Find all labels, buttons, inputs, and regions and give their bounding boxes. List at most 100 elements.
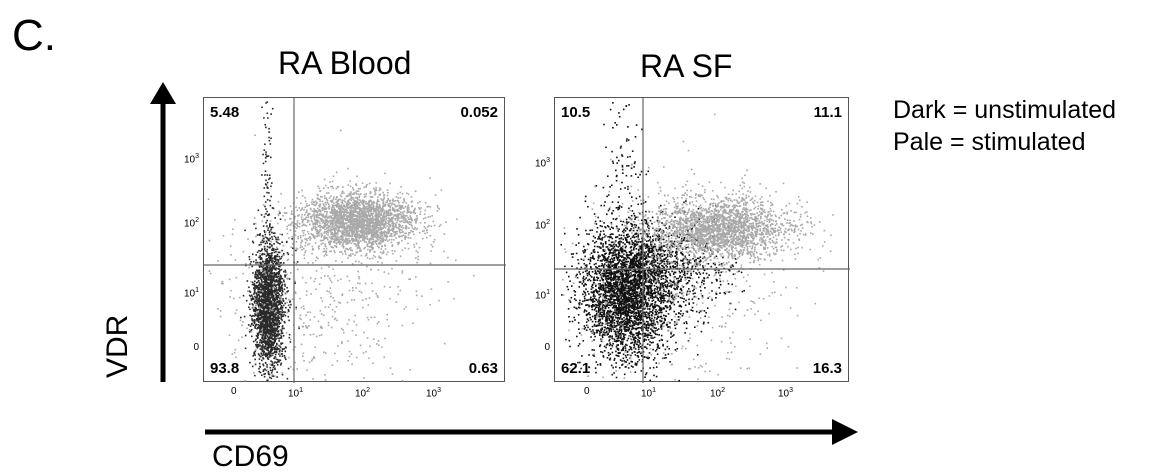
event-point	[351, 235, 353, 237]
event-point	[375, 213, 378, 216]
event-point	[342, 242, 344, 245]
event-point	[263, 281, 266, 283]
event-point	[261, 301, 263, 304]
event-point	[416, 217, 418, 219]
event-point	[428, 224, 430, 227]
event-point	[389, 202, 391, 205]
event-point	[377, 211, 380, 213]
event-point	[263, 293, 266, 295]
event-point	[253, 315, 256, 317]
event-point	[366, 245, 369, 248]
event-point	[269, 312, 271, 314]
event-point	[387, 222, 390, 225]
event-point	[356, 175, 358, 178]
event-point	[257, 327, 259, 329]
event-point	[256, 343, 258, 346]
event-point	[319, 209, 322, 212]
event-point	[255, 309, 258, 311]
event-point	[381, 217, 384, 220]
event-point	[259, 304, 261, 306]
event-point	[251, 281, 254, 284]
event-point	[389, 182, 391, 185]
event-point	[272, 260, 274, 262]
event-point	[329, 240, 332, 242]
event-point	[355, 220, 357, 222]
event-point	[314, 346, 316, 348]
event-point	[389, 212, 391, 215]
event-point	[261, 359, 263, 362]
event-point	[375, 230, 378, 232]
event-point	[313, 316, 316, 318]
event-point	[259, 255, 262, 258]
event-point	[415, 219, 418, 222]
event-point	[271, 257, 273, 260]
event-point	[325, 250, 328, 252]
event-point	[361, 234, 364, 236]
event-point	[266, 325, 268, 328]
event-point	[409, 210, 411, 213]
event-point	[283, 311, 285, 313]
event-point	[336, 200, 339, 202]
event-point	[357, 241, 360, 243]
event-point	[357, 203, 360, 205]
event-point	[350, 193, 352, 195]
event-point	[254, 319, 256, 322]
event-point	[296, 220, 299, 222]
event-point	[268, 308, 270, 311]
event-point	[254, 271, 257, 273]
event-point	[365, 219, 367, 222]
event-point	[280, 342, 282, 345]
event-point	[254, 320, 256, 323]
event-point	[303, 209, 305, 211]
event-point	[312, 226, 315, 228]
event-point	[366, 216, 368, 218]
event-point	[382, 205, 385, 208]
event-point	[267, 261, 269, 263]
event-point	[285, 346, 287, 349]
event-point	[373, 188, 376, 191]
event-point	[341, 234, 343, 237]
event-point	[272, 295, 275, 298]
event-point	[277, 326, 279, 329]
event-point	[252, 298, 255, 300]
event-point	[350, 220, 352, 222]
event-point	[351, 329, 354, 332]
event-point	[402, 201, 404, 204]
event-point	[268, 178, 270, 181]
event-point	[328, 243, 331, 245]
event-point	[268, 259, 270, 262]
event-point	[398, 227, 400, 229]
event-point	[331, 226, 333, 229]
event-point	[262, 358, 265, 360]
event-point	[415, 294, 418, 297]
event-point	[371, 248, 374, 251]
event-point	[271, 290, 274, 293]
event-point	[294, 226, 296, 228]
event-point	[306, 205, 309, 207]
event-point	[250, 323, 253, 326]
event-point	[332, 228, 335, 230]
event-point	[371, 230, 374, 232]
event-point	[341, 294, 343, 297]
event-point	[318, 187, 321, 190]
event-point	[347, 224, 350, 227]
event-point	[316, 235, 318, 238]
event-point	[274, 296, 276, 298]
event-point	[375, 208, 378, 211]
event-point	[331, 246, 333, 248]
event-point	[270, 377, 273, 380]
event-point	[340, 216, 343, 219]
event-point	[271, 337, 273, 339]
event-point	[268, 253, 271, 255]
event-point	[259, 344, 261, 346]
event-point	[296, 222, 299, 224]
event-point	[433, 224, 436, 227]
event-point	[327, 230, 329, 232]
event-point	[264, 313, 267, 316]
event-point	[309, 207, 312, 210]
event-point	[269, 199, 271, 202]
event-point	[287, 253, 290, 256]
event-point	[378, 212, 380, 214]
event-point	[406, 206, 409, 208]
event-point	[280, 305, 283, 307]
